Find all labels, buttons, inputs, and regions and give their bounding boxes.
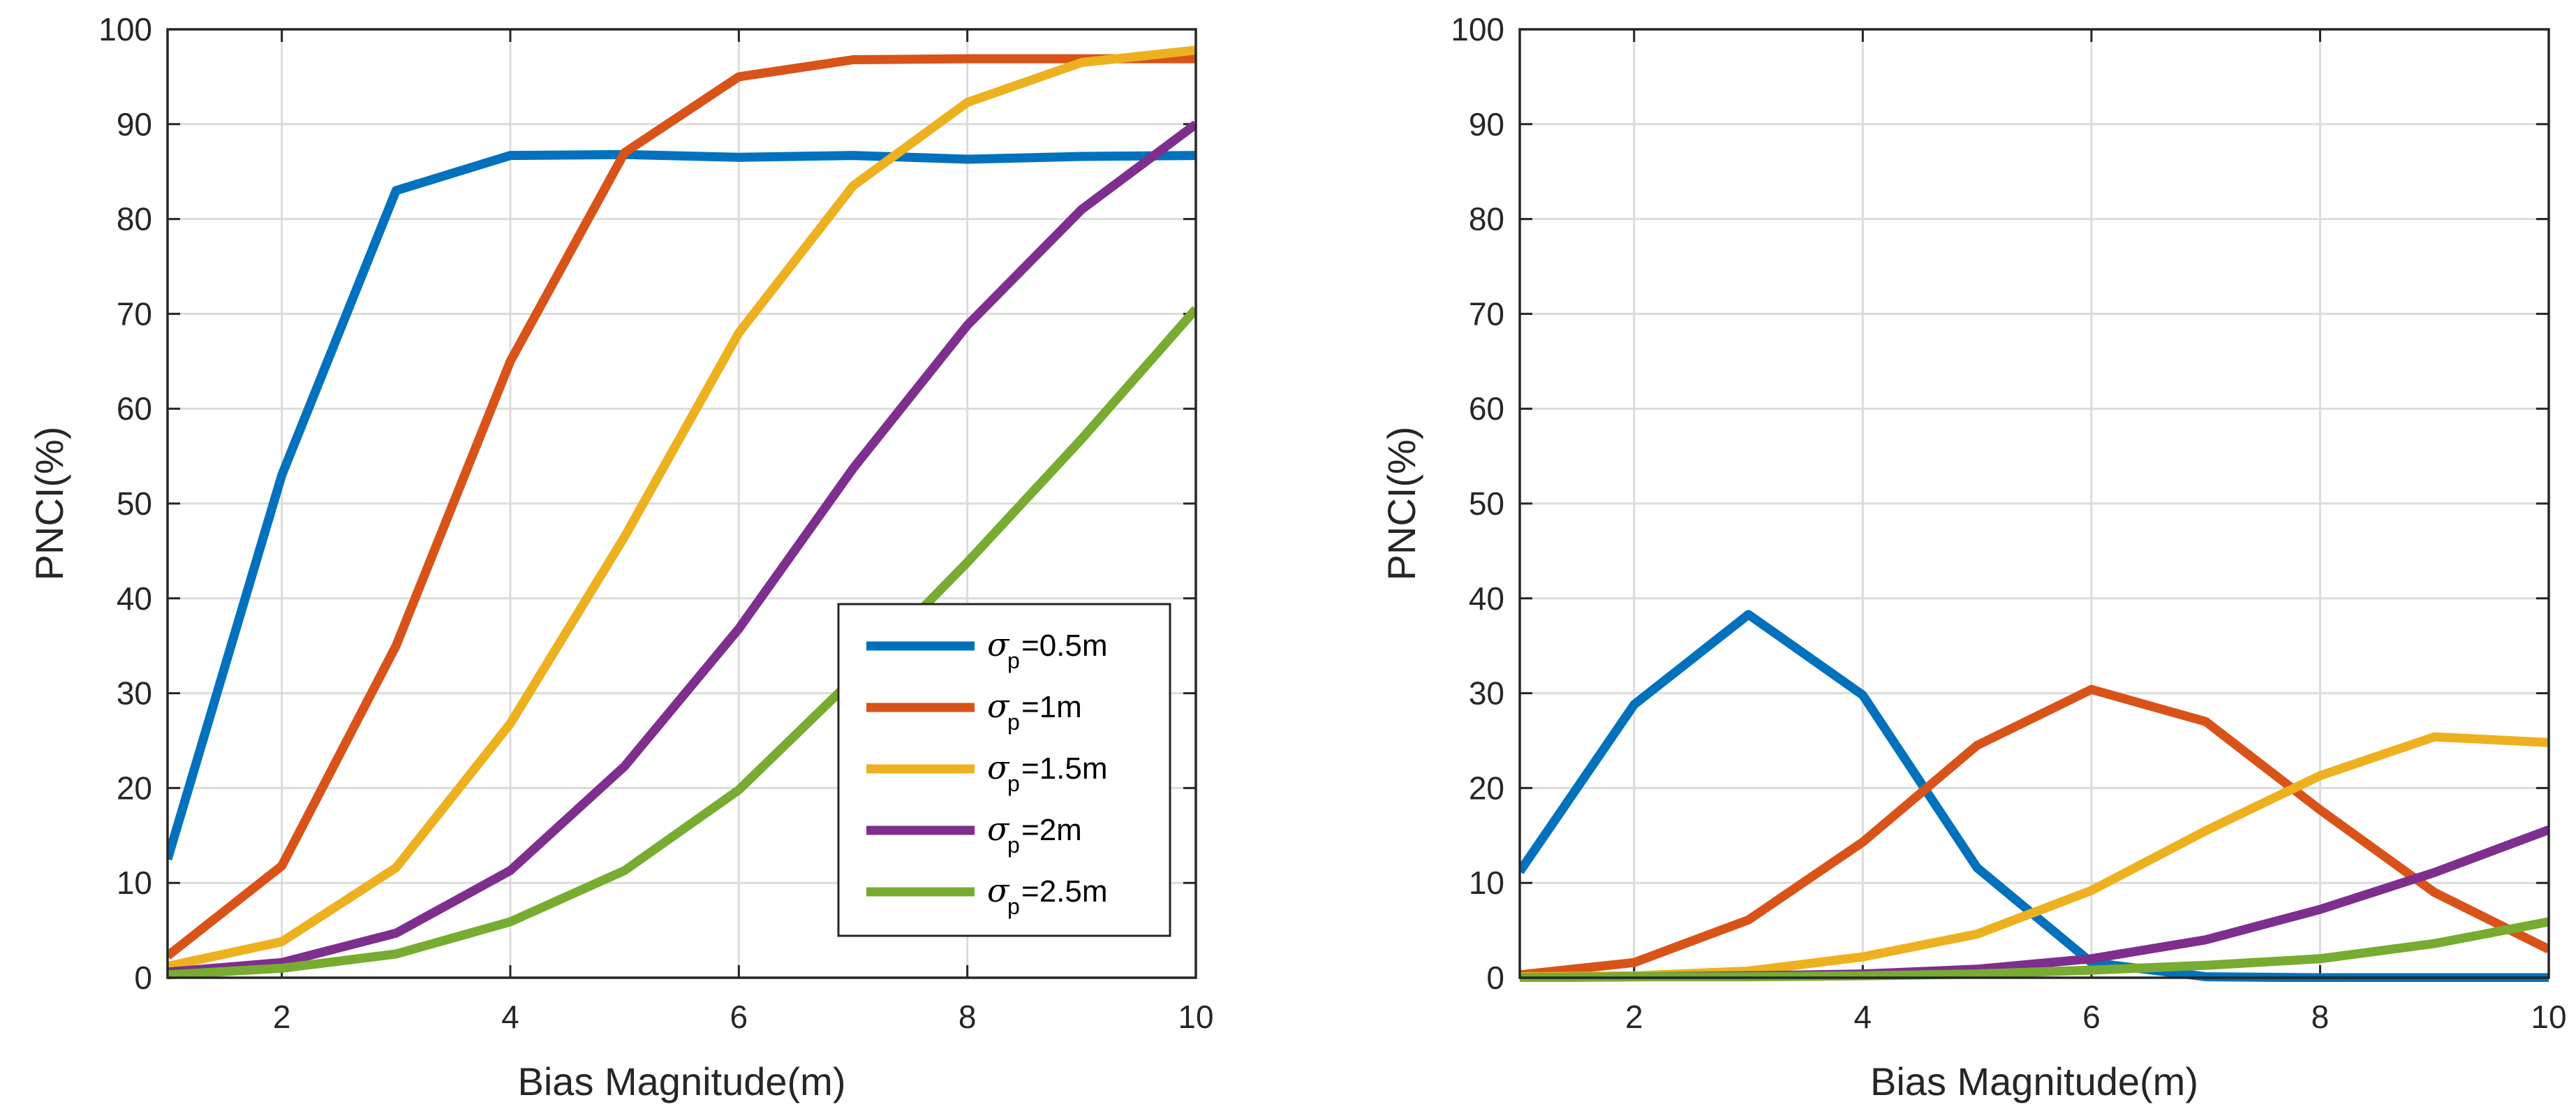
x-tick-label: 6 bbox=[730, 999, 748, 1035]
y-tick-label: 0 bbox=[134, 960, 152, 996]
legend-item-2: σp =1m bbox=[866, 687, 1082, 735]
legend-sigma: σ bbox=[987, 749, 1010, 786]
x-axis-label: Bias Magnitude(m) bbox=[1870, 1059, 2198, 1103]
y-tick-label: 40 bbox=[1469, 580, 1504, 617]
series-line-3 bbox=[168, 45, 1196, 971]
y-tick-label: 50 bbox=[1469, 485, 1504, 522]
legend-item-5: σp =2.5m bbox=[866, 872, 1108, 919]
legend-subscript: p bbox=[1007, 894, 1020, 919]
legend-subscript: p bbox=[1007, 771, 1020, 796]
y-tick-label: 40 bbox=[117, 580, 152, 617]
y-tick-label: 70 bbox=[1469, 295, 1504, 332]
x-tick-label: 8 bbox=[958, 999, 977, 1035]
x-tick-label: 2 bbox=[1625, 999, 1643, 1035]
series-line-1 bbox=[168, 149, 1196, 861]
y-tick-label: 50 bbox=[117, 485, 152, 522]
legend-label: =2.5m bbox=[1021, 874, 1108, 909]
series-group bbox=[168, 45, 1196, 980]
legend-subscript: p bbox=[1007, 710, 1020, 735]
y-tick-label: 20 bbox=[1469, 770, 1504, 806]
y-axis-label: PNCI(%) bbox=[1379, 427, 1423, 581]
y-tick-label: 60 bbox=[117, 390, 152, 427]
y-tick-label: 80 bbox=[1469, 201, 1504, 237]
legend-item-4: σp =2m bbox=[866, 810, 1082, 858]
y-tick-label: 100 bbox=[1451, 11, 1504, 47]
x-tick-label: 4 bbox=[501, 999, 519, 1035]
legend-sigma: σ bbox=[987, 626, 1010, 663]
legend-subscript: p bbox=[1007, 648, 1020, 673]
axes-box bbox=[1518, 28, 2550, 979]
x-tick-label: 10 bbox=[1178, 999, 1213, 1035]
legend-subscript: p bbox=[1007, 832, 1020, 858]
y-tick-label: 20 bbox=[117, 770, 152, 806]
legend-label: =1.5m bbox=[1021, 751, 1108, 786]
legend-item-1: σp =0.5m bbox=[866, 626, 1108, 673]
x-axis-label: Bias Magnitude(m) bbox=[518, 1059, 846, 1103]
x-tick-label: 8 bbox=[2311, 999, 2330, 1035]
legend-label: =1m bbox=[1021, 690, 1082, 724]
y-tick-label: 60 bbox=[1469, 390, 1504, 427]
y-tick-label: 90 bbox=[1469, 106, 1504, 142]
chart-panel-1: 0 10 20 30 40 50 60 70 80 90 100 2 4 6 8 10 Bias Magnitu… bbox=[27, 11, 1214, 1103]
series-line-2 bbox=[1520, 684, 2549, 980]
axes-box bbox=[166, 28, 1197, 979]
legend-sigma: σ bbox=[987, 810, 1010, 848]
x-tick-label: 4 bbox=[1854, 999, 1872, 1035]
x-tick-label: 2 bbox=[273, 999, 291, 1035]
legend-label: =2m bbox=[1021, 813, 1082, 847]
y-axis-label: PNCI(%) bbox=[27, 427, 71, 581]
x-tick-label: 10 bbox=[2531, 999, 2566, 1035]
y-tick-label: 10 bbox=[117, 865, 152, 901]
y-tick-label: 10 bbox=[1469, 865, 1504, 901]
y-tick-label: 0 bbox=[1486, 960, 1504, 996]
series-line-5 bbox=[168, 306, 1196, 980]
legend-sigma: σ bbox=[987, 687, 1010, 725]
y-tick-label: 90 bbox=[117, 106, 152, 142]
legend-label: =0.5m bbox=[1021, 629, 1108, 663]
y-tick-label: 100 bbox=[98, 11, 152, 47]
chart-panel-2: 0 10 20 30 40 50 60 70 80 90 100 2 4 6 8 10 Bias Magnitu… bbox=[1379, 11, 2567, 1103]
legend-sigma: σ bbox=[987, 872, 1010, 909]
y-tick-label: 80 bbox=[117, 201, 152, 237]
y-tick-label: 30 bbox=[117, 675, 152, 712]
series-line-4 bbox=[168, 120, 1196, 977]
series-line-2 bbox=[168, 54, 1196, 960]
y-tick-label: 70 bbox=[117, 295, 152, 332]
x-tick-label: 6 bbox=[2082, 999, 2101, 1035]
y-tick-label: 30 bbox=[1469, 675, 1504, 712]
legend-item-3: σp =1.5m bbox=[866, 749, 1108, 796]
